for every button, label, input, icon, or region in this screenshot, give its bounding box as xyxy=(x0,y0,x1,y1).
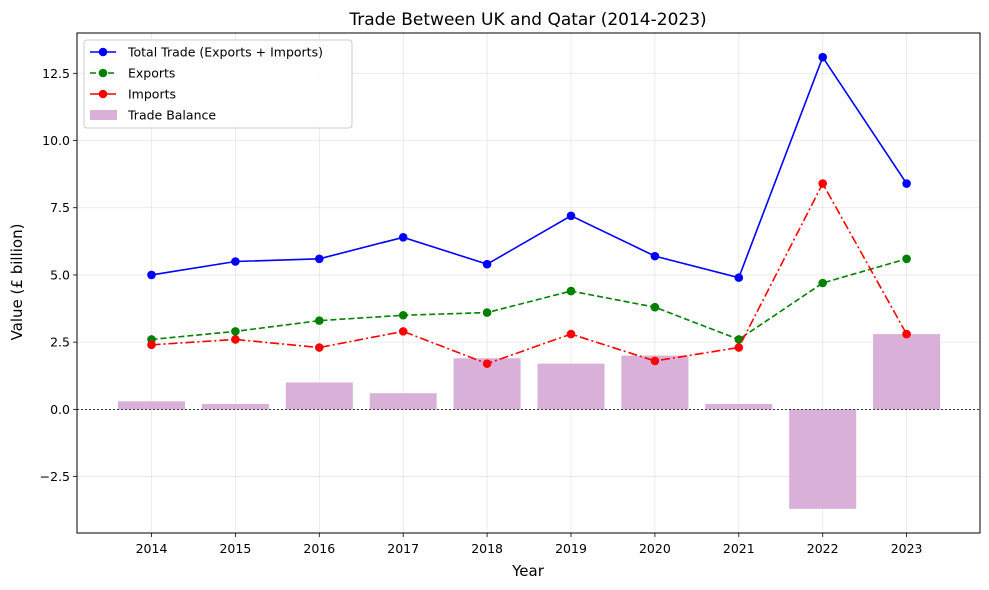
x-tick-label: 2023 xyxy=(891,541,923,556)
x-tick-label: 2018 xyxy=(471,541,503,556)
y-tick-label: −2.5 xyxy=(40,469,70,484)
x-tick-label: 2020 xyxy=(639,541,671,556)
data-point xyxy=(147,340,156,350)
data-point xyxy=(818,52,827,62)
trade-balance-bar xyxy=(537,363,605,410)
y-tick-label: 5.0 xyxy=(50,267,70,282)
x-tick-label: 2015 xyxy=(219,541,251,556)
data-point xyxy=(818,179,827,188)
y-tick-label: 2.5 xyxy=(50,335,70,350)
trade-balance-bar xyxy=(873,334,941,410)
data-point xyxy=(315,343,324,352)
series-line xyxy=(151,181,908,365)
x-tick-label: 2021 xyxy=(723,541,755,556)
legend-bar-swatch xyxy=(90,110,117,120)
legend-marker xyxy=(98,68,108,78)
legend: Total Trade (Exports + Imports) Exports Im… xyxy=(83,39,353,129)
x-tick-label: 2019 xyxy=(555,541,587,556)
legend-box xyxy=(83,39,353,129)
trade-balance-bar xyxy=(201,403,269,410)
y-ticks: −2.5 0.0 2.5 5.0 7.5 10.0 12.5 xyxy=(40,66,77,484)
legend-marker xyxy=(98,47,108,57)
data-point xyxy=(566,211,576,221)
y-tick-label: 12.5 xyxy=(42,66,70,81)
trade-balance-bar xyxy=(705,403,773,410)
legend-label: Imports xyxy=(128,87,176,102)
data-point xyxy=(398,327,408,336)
data-point xyxy=(734,273,744,282)
data-point xyxy=(734,335,744,344)
x-tick-label: 2017 xyxy=(387,541,419,556)
data-point xyxy=(902,329,911,339)
data-point xyxy=(650,356,660,366)
x-ticks: 2014 2015 2016 2017 2018 2019 2020 2021 2022 2023 xyxy=(136,533,923,556)
data-point xyxy=(566,286,576,296)
data-point xyxy=(231,335,240,344)
trade-balance-bar xyxy=(118,401,185,410)
x-tick-label: 2016 xyxy=(303,541,335,556)
legend-label: Total Trade (Exports + Imports) xyxy=(127,45,323,60)
plot-frame xyxy=(76,32,981,534)
trade-balance-bar xyxy=(369,393,437,410)
data-point xyxy=(902,254,911,264)
y-tick-label: 10.0 xyxy=(42,133,70,148)
x-tick-label: 2022 xyxy=(807,541,839,556)
data-point xyxy=(482,308,492,317)
legend-label: Trade Balance xyxy=(127,108,216,123)
data-point xyxy=(231,257,240,266)
legend-marker xyxy=(98,89,108,99)
y-tick-label: 7.5 xyxy=(50,200,70,215)
data-point xyxy=(231,327,240,336)
x-tick-label: 2014 xyxy=(136,541,168,556)
data-point xyxy=(398,233,408,242)
data-point xyxy=(734,343,744,352)
data-point xyxy=(902,179,911,188)
data-point xyxy=(482,359,492,368)
data-point xyxy=(315,254,324,264)
data-point xyxy=(650,302,660,312)
series-lines xyxy=(147,52,911,368)
legend-label: Exports xyxy=(128,66,175,81)
y-axis-label: Value (£ billion) xyxy=(8,224,26,341)
chart-title: Trade Between UK and Qatar (2014-2023) xyxy=(348,10,706,30)
data-point xyxy=(566,329,576,339)
data-point xyxy=(147,270,156,280)
series-line xyxy=(151,55,908,279)
data-point xyxy=(818,278,827,288)
data-point xyxy=(482,259,492,269)
data-point xyxy=(398,310,408,320)
y-tick-label: 0.0 xyxy=(50,402,70,417)
trade-balance-bar xyxy=(285,382,353,410)
data-point xyxy=(315,316,324,325)
series-line xyxy=(151,258,907,341)
trade-balance-bar xyxy=(789,409,857,509)
bars xyxy=(118,334,941,509)
data-point xyxy=(650,251,660,261)
x-axis-label: Year xyxy=(511,562,545,580)
